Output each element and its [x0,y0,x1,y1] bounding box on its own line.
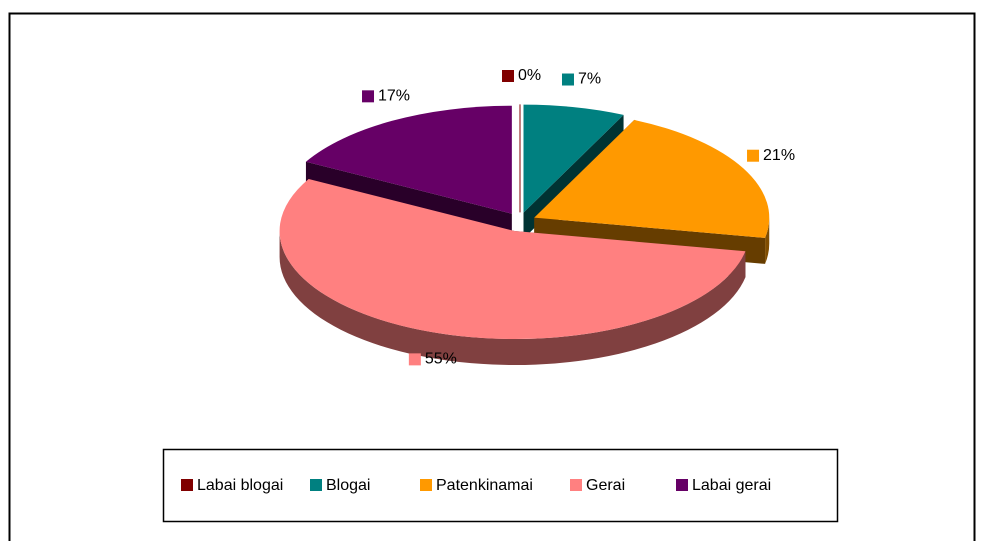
legend-box [162,448,839,523]
label-swatch [362,90,375,103]
data-label: 17% [378,88,410,105]
legend-label: Patenkinamai [436,477,533,494]
slice-side [279,231,746,366]
slice-side [765,217,770,264]
data-label: 0% [518,67,541,84]
legend-swatch [570,479,582,491]
legend-label: Labai blogai [197,477,283,494]
slice [279,179,746,340]
slice [523,104,624,213]
legend-swatch [310,479,322,491]
label-swatch [561,73,574,86]
legend-label: Gerai [586,477,625,494]
legend-label: Blogai [326,477,370,494]
label-swatch [747,149,760,162]
slice [305,105,512,214]
legend-swatch [676,479,688,491]
legend-swatch [181,479,193,491]
data-label: 21% [763,147,795,164]
legend-swatch [420,479,432,491]
slice [534,119,770,238]
legend-label: Labai gerai [692,477,771,494]
label-swatch [502,70,514,82]
label-swatch [408,353,421,366]
data-label: 55% [425,351,457,368]
data-label: 7% [578,71,601,88]
